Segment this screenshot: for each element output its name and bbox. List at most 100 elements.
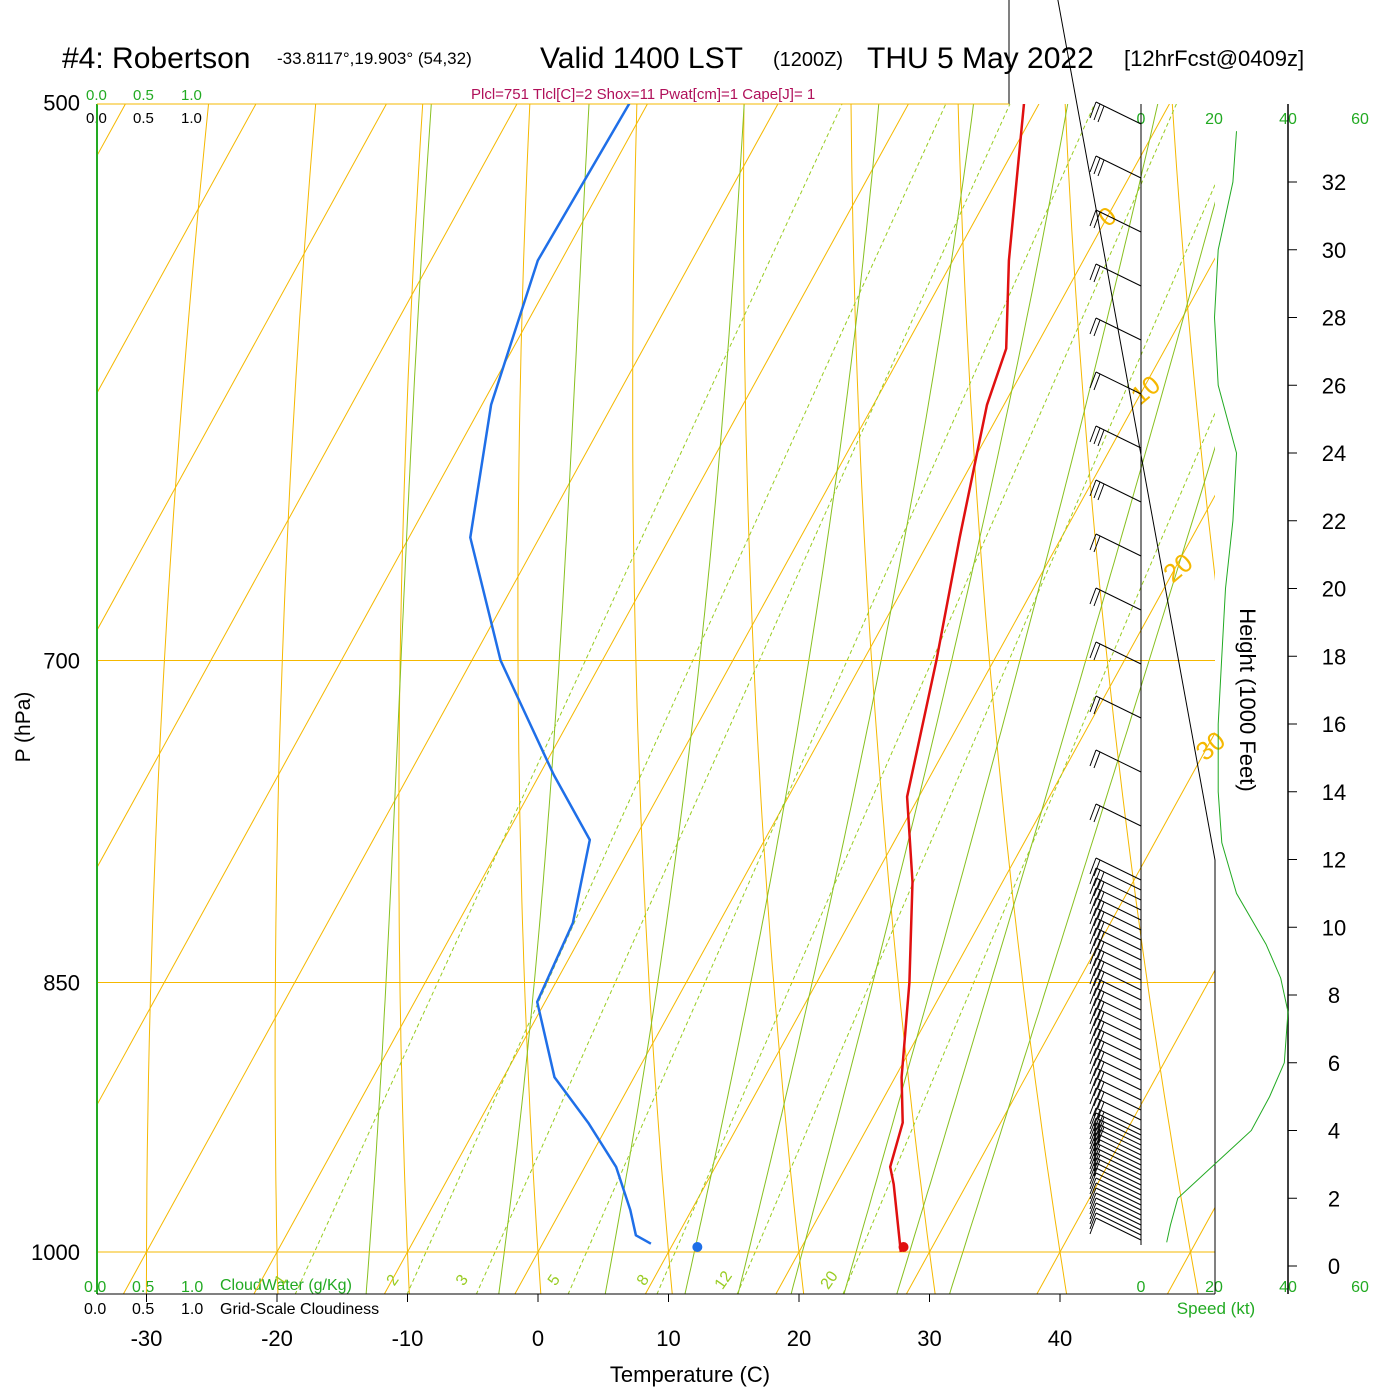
wind-barb-flag [1093, 869, 1101, 887]
speed-bottom-tick-20: 20 [1205, 1279, 1223, 1296]
wind-barb-flag [1097, 961, 1105, 979]
wind-barb-flag [1093, 1049, 1101, 1067]
cloudwater-label: CloudWater (g/Kg) [220, 1277, 352, 1294]
wind-barb [1095, 263, 1142, 287]
wind-barb [1095, 695, 1142, 719]
wind-barb [1095, 937, 1142, 961]
wind-barb-flag [1089, 1127, 1097, 1145]
wind-barb-flag [1093, 1069, 1101, 1087]
height-tick-label: 0 [1328, 1254, 1340, 1279]
mixing-ratio-line [475, 104, 1011, 1294]
cloud-scale-bottom: 0.0 0.5 1.0 CloudWater (g/Kg) 0.0 0.5 1.… [84, 1277, 379, 1318]
cloud-top-green-1: 0.5 [133, 87, 154, 104]
wind-barb [1095, 877, 1142, 901]
wind-barb-flag [1093, 939, 1101, 957]
wind-barb-flag [1089, 1187, 1097, 1205]
wind-barb [1095, 977, 1142, 1001]
wind-barb-flag [1089, 1067, 1097, 1085]
wind-barb-flag [1089, 1172, 1097, 1190]
wind-barb-flag [1093, 1134, 1101, 1152]
speed-scale-top: 0 20 40 60 [1137, 111, 1369, 128]
upper-isotherm-label: 30 [1190, 725, 1231, 767]
isotherm-line [97, 104, 387, 632]
speed-bottom-tick-0: 0 [1137, 1279, 1146, 1296]
wind-barb-flag [1089, 263, 1097, 281]
temperature-surface-point [898, 1242, 909, 1253]
wind-barb-flag [1097, 483, 1105, 501]
wind-barb-flag [1089, 749, 1097, 767]
mixing-ratio-label: 20 [818, 1268, 842, 1292]
wind-barb-flag [1093, 481, 1101, 499]
speed-top-tick-20: 20 [1205, 111, 1223, 128]
wind-barb-flag [1089, 1122, 1097, 1140]
mixing-ratio-line [842, 411, 1215, 1294]
height-tick-label: 28 [1322, 306, 1346, 331]
wind-barb-flag [1093, 1009, 1101, 1027]
wind-barb-flag [1093, 1124, 1101, 1142]
wind-barb-flag [1089, 695, 1097, 713]
wind-barb-flag [1089, 917, 1097, 935]
wind-barb-flag [1089, 887, 1097, 905]
moist-adiabat-line [737, 104, 975, 1294]
wind-barb [1095, 997, 1142, 1021]
speed-axis-label: Speed (kt) [1177, 1299, 1255, 1318]
speed-scale-bottom: 0 20 40 60 Speed (kt) [1137, 1279, 1369, 1318]
wind-barb-flag [1089, 1197, 1097, 1215]
wind-barb-flag [1089, 1217, 1097, 1235]
dry-adiabat-line [1064, 104, 1199, 1294]
wind-barb-flag [1089, 1142, 1097, 1160]
wind-barb-flag [1089, 1182, 1097, 1200]
mixing-ratio-line [567, 104, 1096, 1294]
height-tick-label: 26 [1322, 373, 1346, 398]
wind-barb-flag [1089, 1167, 1097, 1185]
wind-barb-flag [1089, 1027, 1097, 1045]
isotherm-line [514, 104, 1170, 1294]
wind-barb [1095, 533, 1142, 557]
isotherm-line [0, 0, 665, 1333]
cloud-top-black-1: 0.5 [133, 110, 154, 127]
wind-barb-flag [1093, 929, 1101, 947]
wind-barb-flag [1097, 1111, 1105, 1129]
wind-barb-flag [1089, 1057, 1097, 1075]
wind-barb-flag [1093, 919, 1101, 937]
wind-barb [1095, 1157, 1142, 1181]
isotherm-line [97, 104, 126, 157]
wind-barb [1095, 1212, 1142, 1236]
wind-barb-flag [1093, 879, 1101, 897]
wind-barb [1095, 1162, 1142, 1186]
wind-barb-flag [1089, 1037, 1097, 1055]
wind-barb [1095, 1132, 1142, 1156]
wind-barb [1095, 1067, 1142, 1091]
wind-barb-flag [1097, 1061, 1105, 1079]
wind-barb-flag [1089, 533, 1097, 551]
wind-barb-flag [1093, 1119, 1101, 1137]
height-tick-label: 12 [1322, 848, 1346, 873]
wind-barb-flag [1093, 1159, 1101, 1177]
height-tick-label: 18 [1322, 644, 1346, 669]
wind-barb-flag [1097, 891, 1105, 909]
wind-barb-flag [1089, 1097, 1097, 1115]
temperature-profile-line [888, 104, 1026, 1253]
wind-barb-flag [1097, 971, 1105, 989]
wind-barb-flag [1093, 157, 1101, 175]
wind-barb [1095, 1172, 1142, 1196]
wind-barb [1095, 1147, 1142, 1171]
wind-barb [1095, 317, 1142, 341]
dry-adiabat-line [743, 104, 805, 1294]
wind-barb-flag [1093, 959, 1101, 977]
x-tick-label: -30 [131, 1326, 163, 1351]
wind-barb-flag [1089, 1107, 1097, 1125]
wind-barb [1095, 967, 1142, 991]
wind-barb-flag [1089, 371, 1097, 389]
wind-barb [1095, 1077, 1142, 1101]
dry-adiabat-line [850, 104, 936, 1294]
height-tick-label: 32 [1322, 170, 1346, 195]
wind-barb [1095, 1047, 1142, 1071]
valid-time: Valid 1400 LST [540, 42, 743, 75]
wind-barb-flag [1097, 1011, 1105, 1029]
moist-adiabat-line [684, 104, 880, 1294]
wind-barb-flag [1089, 1147, 1097, 1165]
isotherm-line [97, 104, 648, 1106]
wind-barb [1095, 641, 1142, 665]
height-axis-title: Height (1000 Feet) [1235, 608, 1260, 791]
